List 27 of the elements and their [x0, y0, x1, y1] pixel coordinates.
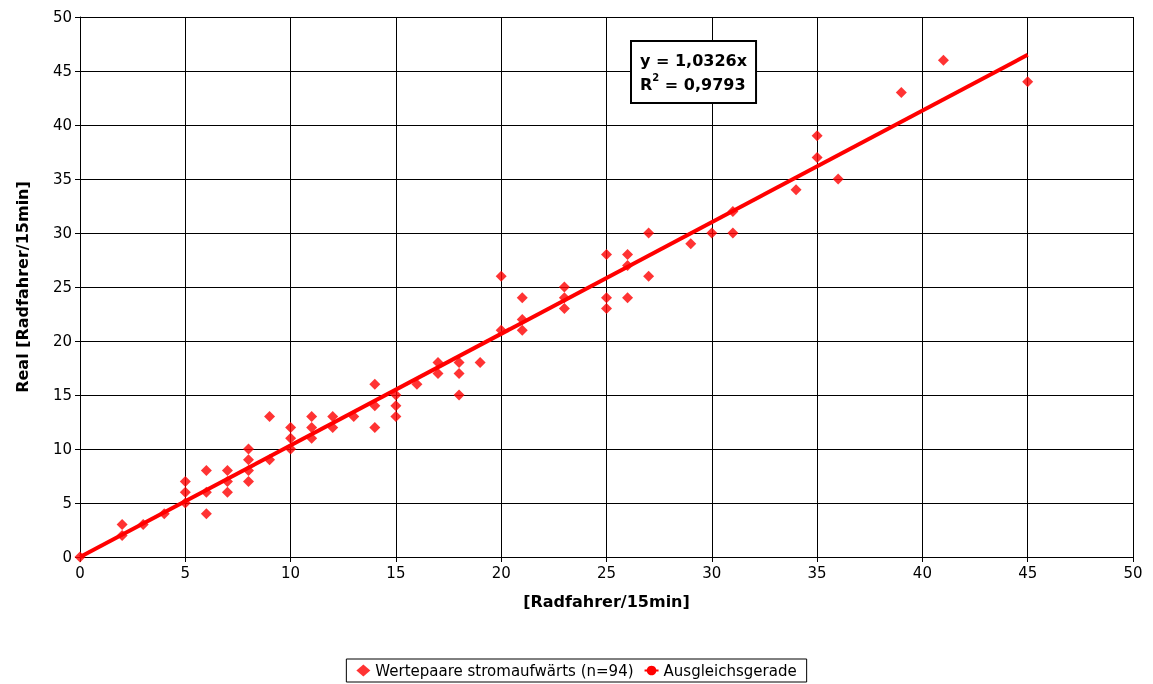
x-axis-title: [Radfahrer/15min]	[523, 591, 690, 611]
x-tick-label: 40	[912, 563, 932, 582]
x-tick-label: 5	[180, 563, 191, 582]
x-tick-label: 35	[807, 563, 827, 582]
legend-label: Ausgleichsgerade	[663, 661, 797, 680]
x-tick-label: 10	[281, 563, 301, 582]
x-tick-label: 50	[1123, 563, 1143, 582]
x-tick-label: 15	[386, 563, 406, 582]
y-tick-label: 0	[62, 548, 72, 566]
y-tick-label: 5	[62, 494, 72, 512]
y-tick-label: 35	[52, 170, 72, 188]
y-tick-label: 20	[52, 332, 72, 350]
y-axis-title: Real [Radfahrer/15min]	[12, 181, 32, 393]
legend-label: Wertepaare stromaufwärts (n=94)	[375, 661, 634, 680]
y-tick-label: 15	[52, 386, 72, 404]
x-tick-label: 30	[702, 563, 722, 582]
y-tick-label: 25	[52, 278, 72, 296]
x-tick-label: 45	[1018, 563, 1038, 582]
x-tick-label: 20	[491, 563, 511, 582]
y-tick-label: 30	[52, 224, 72, 242]
y-tick-label: 50	[52, 8, 72, 26]
x-tick-label: 0	[75, 563, 85, 582]
annotation: y = 1,0326x	[640, 50, 748, 70]
y-tick-label: 10	[52, 440, 72, 458]
y-tick-label: 45	[52, 62, 72, 80]
x-tick-label: 25	[596, 563, 617, 582]
y-tick-label: 40	[52, 116, 72, 134]
